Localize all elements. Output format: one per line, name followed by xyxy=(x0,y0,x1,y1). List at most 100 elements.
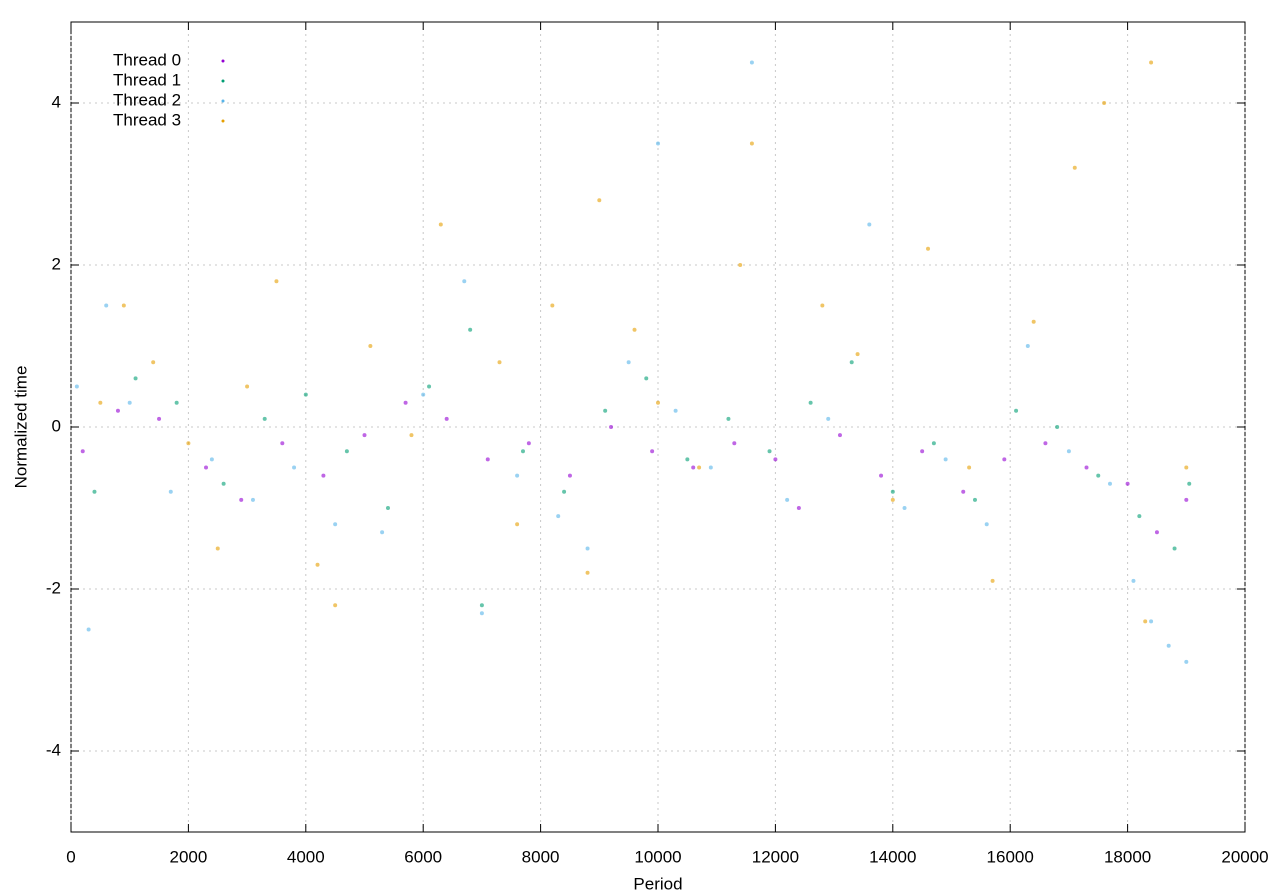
point xyxy=(1043,441,1048,446)
legend-label: Thread 0 xyxy=(113,50,181,69)
y-tick-label: -2 xyxy=(46,578,61,597)
point xyxy=(656,400,660,405)
point xyxy=(221,481,226,486)
series xyxy=(92,327,1192,608)
point xyxy=(444,416,449,421)
point xyxy=(121,303,126,308)
point xyxy=(1154,530,1159,535)
point xyxy=(74,384,79,389)
point xyxy=(497,360,502,365)
series xyxy=(80,400,1189,535)
legend-label: Thread 2 xyxy=(113,90,181,109)
point xyxy=(1107,481,1112,486)
point xyxy=(1025,344,1030,348)
point xyxy=(1131,578,1136,583)
point xyxy=(468,327,473,332)
point xyxy=(421,392,426,397)
y-tick-label: 0 xyxy=(52,416,61,435)
point xyxy=(967,465,972,470)
point xyxy=(385,506,390,510)
point xyxy=(726,416,731,421)
point xyxy=(485,457,490,462)
x-axis-label: Period xyxy=(633,874,682,893)
point xyxy=(1055,425,1060,429)
point xyxy=(1072,165,1077,170)
point xyxy=(239,497,244,502)
x-tick-label: 6000 xyxy=(404,847,442,866)
point xyxy=(1184,497,1189,502)
point xyxy=(515,473,520,478)
point xyxy=(603,408,608,413)
point xyxy=(292,465,297,470)
point xyxy=(708,465,713,470)
point xyxy=(632,327,637,332)
legend-marker xyxy=(221,79,225,83)
point xyxy=(808,400,813,405)
series xyxy=(74,60,1189,664)
point xyxy=(556,514,561,519)
point xyxy=(380,530,385,535)
point xyxy=(1143,619,1148,624)
point xyxy=(1149,60,1154,65)
point xyxy=(520,449,525,454)
point xyxy=(609,425,614,429)
point xyxy=(1166,643,1171,648)
point xyxy=(890,489,895,494)
point xyxy=(209,457,214,462)
point xyxy=(186,441,191,446)
point xyxy=(321,473,326,478)
legend-marker xyxy=(221,99,225,103)
point xyxy=(920,449,925,454)
point xyxy=(127,400,132,405)
point xyxy=(333,603,338,608)
point xyxy=(685,457,690,462)
point xyxy=(250,497,255,502)
point xyxy=(691,465,696,470)
x-tick-label: 16000 xyxy=(987,847,1034,866)
point xyxy=(738,263,743,267)
point xyxy=(1014,408,1019,413)
y-tick-label: -4 xyxy=(46,740,61,759)
point xyxy=(409,433,414,438)
series xyxy=(98,60,1189,624)
point xyxy=(972,497,977,502)
y-tick-label: 2 xyxy=(52,254,61,273)
point xyxy=(550,303,555,308)
point xyxy=(849,360,854,365)
point xyxy=(697,465,702,470)
point xyxy=(656,141,660,146)
x-tick-label: 10000 xyxy=(634,847,681,866)
point xyxy=(785,497,790,502)
point xyxy=(931,441,936,446)
y-tick-label: 4 xyxy=(52,92,61,111)
point xyxy=(926,246,931,251)
point xyxy=(515,522,520,527)
point xyxy=(837,433,842,438)
point xyxy=(303,392,308,397)
point xyxy=(644,376,649,381)
point xyxy=(585,570,590,575)
point xyxy=(403,400,408,405)
point xyxy=(1187,481,1192,486)
point xyxy=(902,506,907,510)
point xyxy=(890,497,895,502)
x-tick-label: 8000 xyxy=(522,847,560,866)
point xyxy=(1172,546,1177,551)
point xyxy=(650,449,655,454)
point xyxy=(749,141,754,146)
point xyxy=(1102,101,1107,105)
point xyxy=(462,279,467,284)
point xyxy=(732,441,737,446)
x-tick-label: 12000 xyxy=(752,847,799,866)
point xyxy=(943,457,948,462)
point xyxy=(362,433,367,438)
point xyxy=(174,400,179,405)
point xyxy=(157,416,162,421)
point xyxy=(820,303,825,308)
point xyxy=(280,441,285,446)
point xyxy=(526,441,531,446)
point xyxy=(262,416,267,421)
point xyxy=(1084,465,1089,470)
x-tick-label: 4000 xyxy=(287,847,325,866)
